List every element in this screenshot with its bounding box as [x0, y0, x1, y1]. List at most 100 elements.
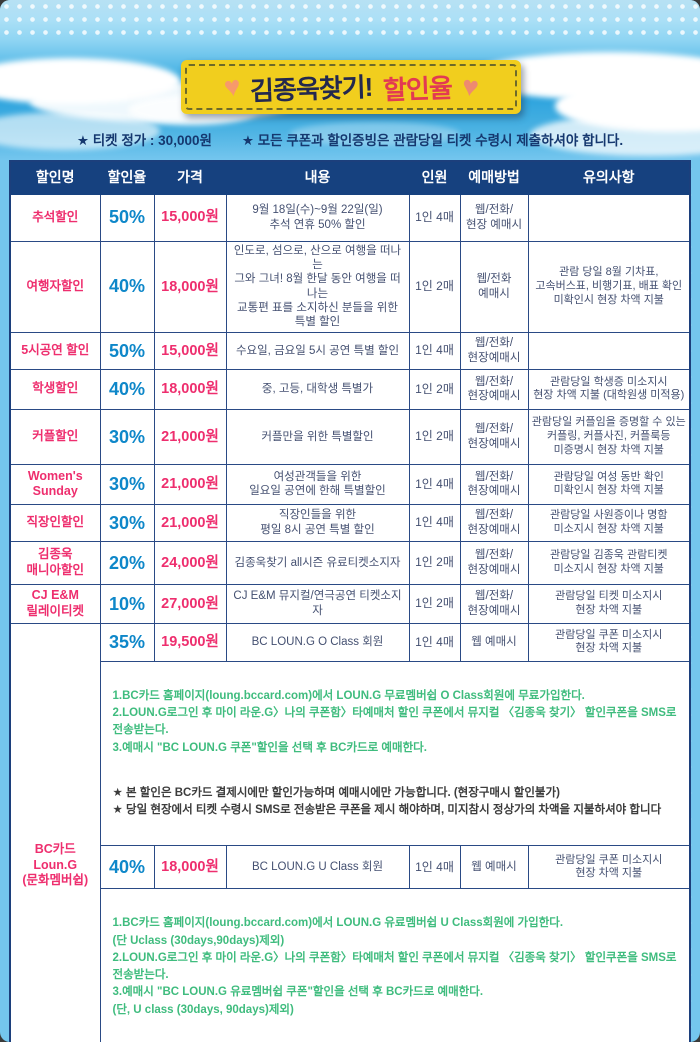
ticket-limit: 1인 2매: [408, 583, 461, 624]
discount-name: Women's Sunday: [9, 463, 101, 505]
discount-rate: 35%: [99, 622, 155, 662]
discount-desc: 직장인들을 위한 평일 8시 공연 특별 할인: [225, 503, 410, 542]
discount-desc: 수요일, 금요일 5시 공연 특별 할인: [225, 331, 410, 370]
table-row: Women's Sunday 30% 21,000원 여성관객들을 위한 일요일…: [9, 463, 691, 505]
table-row: CJ E&M 릴레이티켓 10% 27,000원 CJ E&M 뮤지컬/연극공연…: [9, 583, 691, 624]
col-header-price: 가격: [153, 160, 227, 195]
discount-price: 18,000원: [153, 368, 227, 410]
caution-note: 관람 당일 8월 기차표, 고속버스표, 비행기표, 배표 확인 미확인시 현장…: [527, 240, 691, 333]
discount-rate: 30%: [99, 503, 155, 542]
booking-method: 웹/전화/ 현장예매시: [459, 408, 529, 465]
booking-method: 웹/전화 예매시: [459, 240, 529, 333]
discount-desc: 중, 고등, 대학생 특별가: [225, 368, 410, 410]
discount-rate: 40%: [99, 845, 155, 890]
booking-method: 웹/전화/ 현장예매시: [459, 583, 529, 624]
caution-note: 관람당일 사원증이나 명함 미소지시 현장 차액 지불: [527, 503, 691, 542]
caution-note: 관람당일 학생증 미소지시 현장 차액 지불 (대학원생 미적용): [527, 368, 691, 410]
booking-method: 웹/전화/ 현장예매시: [459, 463, 529, 505]
caution-note: 관람당일 여성 동반 확인 미확인시 현장 차액 지불: [527, 463, 691, 505]
discount-price: 21,000원: [153, 463, 227, 505]
discount-rate: 10%: [99, 583, 155, 624]
col-header-persons: 인원: [408, 160, 461, 195]
heart-icon: ♥: [459, 69, 481, 104]
discount-desc: CJ E&M 뮤지컬/연극공연 티켓소지자: [225, 583, 410, 624]
caution-note: [527, 193, 691, 242]
table-row: 커플할인 30% 21,000원 커플만을 위한 특별할인 1인 2매 웹/전화…: [9, 408, 691, 465]
booking-method: 웹 예매시: [459, 622, 529, 662]
table-row: 김종욱 매니아할인 20% 24,000원 김종욱찾기 all시즌 유료티켓소지…: [9, 540, 691, 585]
banner-subtitle: 할인율: [382, 72, 453, 105]
discount-desc: 커플만을 위한 특별할인: [225, 408, 410, 465]
discount-name: 직장인할인: [9, 503, 101, 542]
discount-rate: 40%: [99, 368, 155, 410]
discount-table: 할인명 할인율 가격 내용 인원 예매방법 유의사항 추석할인 50% 15,0…: [9, 160, 691, 1042]
notice-line: ★ 티켓 정가 : 30,000원 ★ 모든 쿠폰과 할인증빙은 관람당일 티켓…: [0, 129, 700, 149]
coupon-submit-note: ★ 모든 쿠폰과 할인증빙은 관람당일 티켓 수령시 제출하셔야 합니다.: [241, 133, 624, 148]
ticket-limit: 1인 2매: [408, 240, 461, 333]
ticket-limit: 1인 4매: [408, 845, 461, 890]
col-header-caution: 유의사항: [527, 160, 691, 195]
bc-notes-1-warnings: ★ 본 할인은 BC카드 결제시에만 할인가능하며 예매시에만 가능합니다. (…: [112, 786, 662, 816]
table-row: 직장인할인 30% 21,000원 직장인들을 위한 평일 8시 공연 특별 할…: [9, 503, 691, 542]
ticket-limit: 1인 4매: [408, 622, 461, 662]
booking-method: 웹/전화/ 현장예매시: [459, 331, 529, 370]
discount-rate: 20%: [99, 540, 155, 585]
polka-dot-band: [0, 0, 700, 36]
discount-desc: BC LOUN.G O Class 회원: [225, 622, 410, 662]
table-row-bc-notes-2: 1.BC카드 홈페이지(loung.bccard.com)에서 LOUN.G 유…: [10, 888, 691, 1042]
booking-method: 웹 예매시: [459, 845, 529, 890]
discount-desc: 인도로, 섬으로, 산으로 여행을 떠나는 그와 그녀! 8월 한달 동안 여행…: [225, 240, 410, 333]
ticket-limit: 1인 4매: [408, 503, 461, 542]
table-row: 5시공연 할인 50% 15,000원 수요일, 금요일 5시 공연 특별 할인…: [9, 331, 691, 370]
discount-name: 5시공연 할인: [9, 331, 101, 370]
discount-rate: 30%: [99, 463, 155, 505]
table-row-bc-uclass: 40% 18,000원 BC LOUN.G U Class 회원 1인 4매 웹…: [10, 845, 691, 890]
table-row: 학생할인 40% 18,000원 중, 고등, 대학생 특별가 1인 2매 웹/…: [9, 368, 691, 410]
discount-name: 커플할인: [9, 408, 101, 465]
ticket-limit: 1인 2매: [408, 540, 461, 585]
table-row: 추석할인 50% 15,000원 9월 18일(수)~9월 22일(일) 추석 …: [9, 193, 691, 242]
col-header-description: 내용: [225, 160, 410, 195]
discount-price: 27,000원: [153, 583, 227, 624]
show-title: 김종욱찾기!: [250, 71, 374, 106]
bc-card-label: BC카드 Loun.G (문화멤버쉽): [9, 622, 101, 1042]
col-header-rate: 할인율: [99, 160, 155, 195]
discount-price: 21,000원: [153, 503, 227, 542]
table-header-row: 할인명 할인율 가격 내용 인원 예매방법 유의사항: [9, 160, 691, 195]
caution-note: 관람당일 티켓 미소지시 현장 차액 지불: [527, 583, 691, 624]
table-row-bc-notes-1: 1.BC카드 홈페이지(loung.bccard.com)에서 LOUN.G 무…: [10, 660, 691, 847]
bc-notes-1: 1.BC카드 홈페이지(loung.bccard.com)에서 LOUN.G 무…: [99, 660, 691, 847]
discount-name: 여행자할인: [9, 240, 101, 333]
discount-rate: 40%: [99, 240, 155, 333]
ticket-limit: 1인 4매: [408, 193, 461, 242]
ticket-limit: 1인 2매: [408, 368, 461, 410]
booking-method: 웹/전화/ 현장예매시: [459, 540, 529, 585]
ticket-price-note: ★ 티켓 정가 : 30,000원: [76, 133, 212, 148]
discount-desc: 김종욱찾기 all시즌 유료티켓소지자: [225, 540, 410, 585]
col-header-discount-name: 할인명: [9, 160, 101, 195]
caution-note: 관람당일 쿠폰 미소지시 현장 차액 지불: [527, 845, 691, 890]
col-header-booking-method: 예매방법: [459, 160, 529, 195]
booking-method: 웹/전화/ 현장 예매시: [459, 193, 529, 242]
discount-rate: 30%: [99, 408, 155, 465]
discount-desc: 9월 18일(수)~9월 22일(일) 추석 연휴 50% 할인: [225, 193, 410, 242]
bc-notes-2: 1.BC카드 홈페이지(loung.bccard.com)에서 LOUN.G 유…: [99, 888, 691, 1042]
discount-desc: 여성관객들을 위한 일요일 공연에 한해 특별할인: [225, 463, 410, 505]
ticket-limit: 1인 2매: [408, 408, 461, 465]
table-row: 여행자할인 40% 18,000원 인도로, 섬으로, 산으로 여행을 떠나는 …: [9, 240, 691, 333]
caution-note: [527, 331, 691, 370]
discount-price: 24,000원: [153, 540, 227, 585]
ticket-limit: 1인 4매: [408, 463, 461, 505]
discount-name: CJ E&M 릴레이티켓: [9, 583, 101, 624]
discount-rate: 50%: [99, 331, 155, 370]
cloud: [0, 112, 160, 150]
discount-name: 김종욱 매니아할인: [9, 540, 101, 585]
discount-name: 학생할인: [9, 368, 101, 410]
cloud: [290, 122, 460, 146]
booking-method: 웹/전화/ 현장예매시: [459, 368, 529, 410]
discount-price: 18,000원: [153, 845, 227, 890]
booking-method: 웹/전화/ 현장예매시: [459, 503, 529, 542]
caution-note: 관람당일 김종욱 관람티켓 미소지시 현장 차액 지불: [527, 540, 691, 585]
ticket-limit: 1인 4매: [408, 331, 461, 370]
